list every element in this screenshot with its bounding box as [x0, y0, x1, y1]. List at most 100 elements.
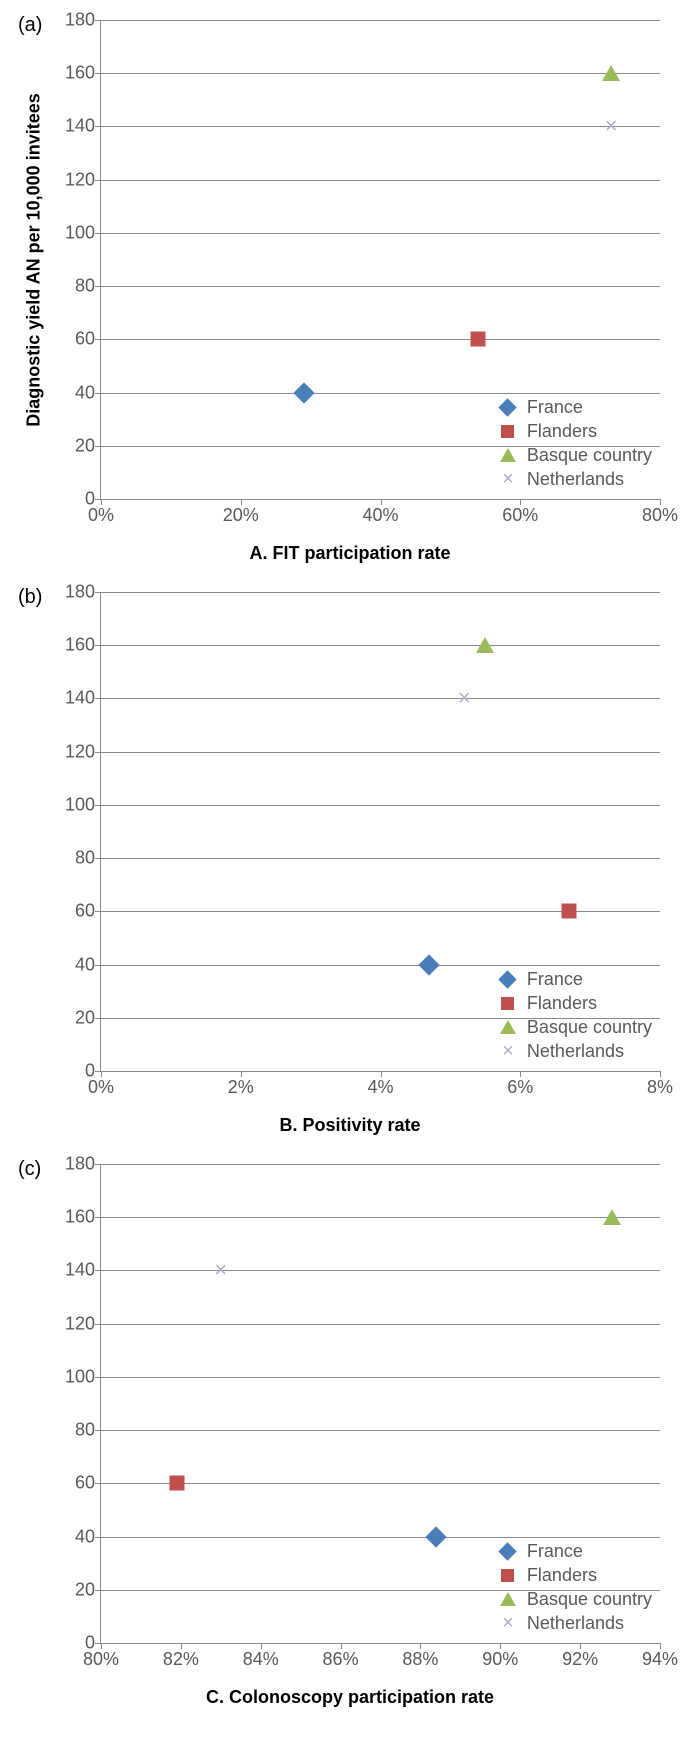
legend-label: France — [527, 1541, 583, 1562]
gridline — [101, 393, 660, 394]
legend-item: France — [497, 1539, 652, 1563]
x-axis-label: A. FIT participation rate — [249, 543, 450, 564]
y-tick-label: 180 — [65, 10, 95, 31]
gridline — [101, 286, 660, 287]
gridline — [101, 1270, 660, 1271]
y-tick-label: 80 — [75, 276, 95, 297]
data-point-basque — [603, 1209, 621, 1225]
gridline — [101, 698, 660, 699]
diamond-icon — [497, 973, 519, 986]
y-tick-label: 140 — [65, 1260, 95, 1281]
x-tick-label: 82% — [163, 1649, 199, 1670]
legend-item: France — [497, 967, 652, 991]
gridline — [101, 233, 660, 234]
x-tick-label: 90% — [482, 1649, 518, 1670]
gridline — [101, 1537, 660, 1538]
diamond-icon — [497, 401, 519, 414]
y-tick-label: 80 — [75, 848, 95, 869]
y-tick-label: 20 — [75, 1579, 95, 1600]
legend-label: Flanders — [527, 993, 597, 1014]
data-point-flanders — [471, 332, 486, 347]
y-tick-label: 180 — [65, 1154, 95, 1175]
x-tick-label: 94% — [642, 1649, 678, 1670]
gridline — [101, 1217, 660, 1218]
x-tick-label: 92% — [562, 1649, 598, 1670]
legend-label: Basque country — [527, 1589, 652, 1610]
y-tick-label: 100 — [65, 794, 95, 815]
data-point-netherlands: × — [214, 1259, 227, 1281]
legend-label: Flanders — [527, 421, 597, 442]
y-tick-label: 40 — [75, 382, 95, 403]
gridline — [101, 805, 660, 806]
gridline — [101, 1377, 660, 1378]
x-tick-label: 0% — [88, 505, 114, 526]
gridline — [101, 592, 660, 593]
gridline — [101, 965, 660, 966]
x-tick-label: 6% — [507, 1077, 533, 1098]
chart-panel: (b)0204060801001201401601800%2%4%6%8%×Fr… — [10, 582, 690, 1142]
y-tick-label: 60 — [75, 329, 95, 350]
y-tick-label: 20 — [75, 435, 95, 456]
legend: FranceFlandersBasque country×Netherlands — [497, 1539, 652, 1635]
legend-item: ×Netherlands — [497, 467, 652, 491]
chart-panel: (a) Diagnostic yield AN per 10,000 invite… — [10, 10, 690, 570]
gridline — [101, 20, 660, 21]
y-tick-label: 160 — [65, 63, 95, 84]
gridline — [101, 339, 660, 340]
legend-item: × Netherlands — [497, 1039, 652, 1063]
legend-label: Netherlands — [527, 1041, 624, 1062]
y-tick-label: 120 — [65, 169, 95, 190]
x-tick-label: 40% — [362, 505, 398, 526]
y-tick-label: 120 — [65, 741, 95, 762]
y-tick-label: 160 — [65, 1207, 95, 1228]
gridline — [101, 858, 660, 859]
gridline — [101, 1164, 660, 1165]
x-tick-label: 80% — [642, 505, 678, 526]
data-point-france — [293, 382, 314, 403]
y-tick-label: 140 — [65, 116, 95, 137]
square-icon — [497, 1569, 519, 1582]
y-tick-label: 100 — [65, 1366, 95, 1387]
plot-area: 0204060801001201401601800%20%40%60%80%×F… — [100, 20, 660, 500]
square-icon — [497, 997, 519, 1010]
legend-item: Basque country — [497, 443, 652, 467]
y-tick-label: 120 — [65, 1313, 95, 1334]
x-tick-label: 86% — [323, 1649, 359, 1670]
triangle-icon — [497, 1020, 519, 1034]
legend-label: Basque country — [527, 445, 652, 466]
legend-label: France — [527, 969, 583, 990]
charts-root: (a) Diagnostic yield AN per 10,000 invite… — [10, 10, 690, 1714]
y-tick-label: 40 — [75, 1526, 95, 1547]
legend: France Flanders Basque country × Netherlands — [497, 967, 652, 1063]
data-point-netherlands: × — [458, 687, 471, 709]
legend-item: Flanders — [497, 419, 652, 443]
x-icon: × — [497, 1613, 519, 1633]
x-tick-label: 4% — [367, 1077, 393, 1098]
panel-label: (a) — [18, 14, 42, 37]
gridline — [101, 180, 660, 181]
data-point-france — [426, 1526, 447, 1547]
data-point-france — [419, 954, 440, 975]
gridline — [101, 645, 660, 646]
diamond-icon — [497, 1545, 519, 1558]
y-tick-label: 100 — [65, 222, 95, 243]
x-axis-label: B. Positivity rate — [279, 1115, 420, 1136]
gridline — [101, 73, 660, 74]
gridline — [101, 1430, 660, 1431]
triangle-icon — [497, 448, 519, 462]
legend-item: Flanders — [497, 991, 652, 1015]
y-axis-label: Diagnostic yield AN per 10,000 invitees — [24, 93, 45, 426]
x-icon: × — [497, 1041, 519, 1061]
x-icon: × — [497, 469, 519, 489]
plot-area: 0204060801001201401601800%2%4%6%8%×Franc… — [100, 592, 660, 1072]
y-tick-label: 40 — [75, 954, 95, 975]
gridline — [101, 126, 660, 127]
legend-label: Basque country — [527, 1017, 652, 1038]
x-tick-label: 8% — [647, 1077, 673, 1098]
legend-item: France — [497, 395, 652, 419]
gridline — [101, 752, 660, 753]
triangle-icon — [497, 1592, 519, 1606]
data-point-flanders — [562, 904, 577, 919]
legend-label: Flanders — [527, 1565, 597, 1586]
data-point-basque — [476, 637, 494, 653]
